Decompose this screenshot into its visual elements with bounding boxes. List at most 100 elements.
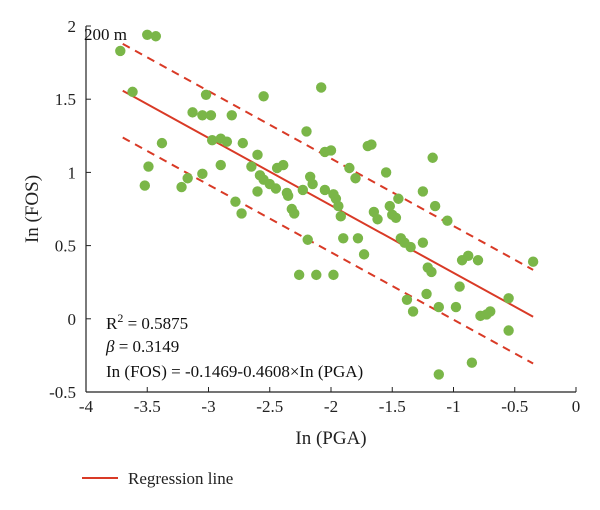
x-axis-title: In (PGA) [295,428,366,449]
data-point [417,186,429,197]
data-point [405,241,416,253]
x-tick-label: 0 [572,397,581,416]
data-point [206,134,218,146]
data-point [390,212,402,223]
data-point [307,178,318,190]
y-tick-label: 0 [68,310,77,329]
x-tick-label: -2 [324,397,338,416]
data-point [293,269,305,281]
data-point [344,162,355,174]
data-point [236,208,247,219]
regression-lines [122,42,534,365]
x-tick-label: -4 [79,397,94,416]
data-point [426,266,437,278]
data-point [143,161,154,172]
y-tick-label: 1.5 [55,90,76,109]
data-point [156,137,168,149]
data-point [246,161,257,172]
data-point [328,269,339,281]
data-point [230,196,241,207]
data-point [350,173,361,184]
x-tick-label: -1 [446,397,460,416]
annotation-r2: R2 = 0.5875 [106,311,188,333]
data-point [221,136,233,147]
data-point [325,145,337,156]
data-point [150,31,162,42]
y-tick-label: 0.5 [55,237,76,256]
data-point [226,110,237,121]
data-point [139,180,150,191]
data-point [282,190,294,202]
data-point [237,137,248,149]
data-point [384,200,395,212]
data-point [372,214,383,225]
data-point [311,269,322,281]
data-point [503,293,514,304]
data-point [200,89,212,101]
data-point [421,288,432,300]
data-point [433,369,444,380]
data-point [485,306,496,317]
data-point [352,233,364,244]
data-point [197,168,208,180]
beta-value: = 0.3149 [114,337,179,356]
annotation-distance: 200 m [84,25,127,44]
y-axis-title: In (FOS) [22,175,43,243]
data-point [258,91,269,102]
y-tick-label: 1 [68,163,77,182]
data-point [335,211,346,222]
r2-value: = 0.5875 [123,314,188,333]
data-point [319,184,331,196]
data-point [472,255,484,266]
data-point [442,215,453,226]
data-points [115,29,539,380]
data-point [142,29,153,40]
data-point [252,149,263,161]
data-point [289,208,300,219]
regression-line [122,89,534,318]
upper-bound-line [122,42,534,271]
data-point [197,110,208,121]
data-point [429,200,441,212]
y-tick-label: -0.5 [49,383,76,402]
data-point [393,193,404,204]
x-tick-label: -0.5 [501,397,528,416]
x-tick-label: -3.5 [134,397,161,416]
axis-ticks: -4 -3.5 -3 -2.5 -2 -1.5 -1 -0.5 0 -0.5 0 0.5 1 1.5 2 [49,17,580,416]
data-point [333,200,344,212]
data-point [454,281,465,292]
data-point [466,357,478,368]
data-point [407,306,419,317]
legend-label: Regression line [128,469,233,488]
data-point [270,183,282,194]
data-point [215,159,226,171]
data-point [316,82,327,93]
data-point [252,186,263,197]
data-point [115,45,126,57]
x-tick-label: -3 [201,397,215,416]
data-point [338,233,349,244]
r2-superscript: 2 [117,311,123,325]
data-point [297,184,309,196]
data-point [187,107,198,118]
y-tick-label: 2 [68,17,77,36]
legend: Regression line [82,469,233,488]
data-point [205,110,217,121]
annotation-equation: In (FOS) = -0.1469-0.4608×In (PGA) [106,362,363,381]
r2-prefix: R [106,314,118,333]
data-point [127,86,138,98]
data-point [401,294,413,305]
data-point [358,249,370,260]
data-point [417,237,429,248]
beta-symbol: β [105,337,115,356]
data-point [433,301,444,313]
annotation-beta: β = 0.3149 [105,337,179,356]
data-point [278,159,289,171]
data-point [527,256,539,267]
data-point [176,181,187,193]
data-point [366,139,377,150]
data-point [301,126,312,137]
data-point [380,167,392,178]
data-point [427,152,438,163]
